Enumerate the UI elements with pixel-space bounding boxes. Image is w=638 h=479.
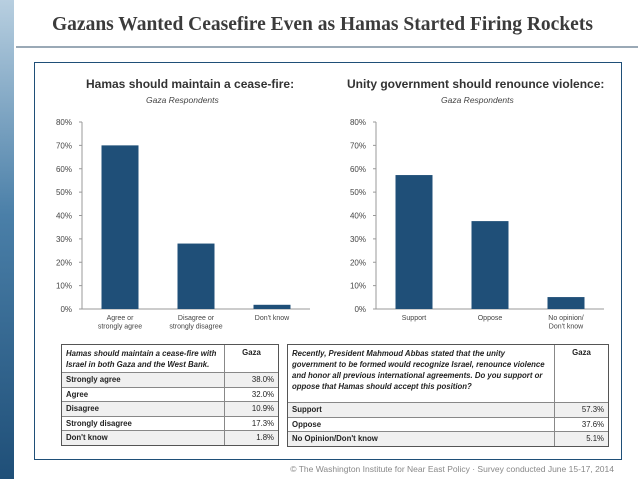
x-tick-label: strongly agree — [98, 324, 142, 331]
chart-2-title: Unity government should renounce violenc… — [347, 77, 605, 91]
bar — [177, 243, 215, 309]
chart-2-subtitle: Gaza Respondents — [441, 95, 514, 105]
table-row-label: Support — [292, 405, 322, 415]
y-tick-label: 10% — [350, 282, 366, 291]
y-tick-label: 20% — [350, 258, 366, 267]
table-1-header: Hamas should maintain a cease-fire with … — [62, 345, 278, 372]
table-row-value: 1.8% — [224, 431, 278, 445]
y-tick-label: 60% — [350, 165, 366, 174]
x-tick-label: Don't know — [549, 324, 584, 331]
table-2: Recently, President Mahmoud Abbas stated… — [287, 344, 609, 447]
y-tick-label: 10% — [56, 282, 72, 291]
y-tick-label: 70% — [350, 141, 366, 150]
table-row-label: Oppose — [292, 419, 322, 429]
table-2-header: Recently, President Mahmoud Abbas stated… — [288, 345, 608, 402]
y-tick-label: 40% — [56, 212, 72, 221]
table-row: Disagree 10.9% — [62, 401, 278, 416]
table-row-value: 32.0% — [224, 387, 278, 401]
table-row-value: 5.1% — [554, 432, 608, 446]
x-tick-label: strongly disagree — [169, 324, 222, 331]
x-tick-label: No opinion/ — [548, 315, 583, 322]
table-row-value: 38.0% — [224, 373, 278, 387]
y-tick-label: 50% — [350, 188, 366, 197]
table-row-label: Disagree — [66, 404, 99, 414]
chart-1-subtitle: Gaza Respondents — [146, 95, 219, 105]
table-row-value: 57.3% — [554, 403, 608, 417]
x-tick-label: Don't know — [255, 315, 290, 322]
y-tick-label: 20% — [56, 258, 72, 267]
table-row-label: No Opinion/Don't know — [292, 434, 378, 444]
y-tick-label: 80% — [56, 118, 72, 127]
table-row-label: Don't know — [66, 433, 108, 443]
table-row: Support 57.3% — [288, 402, 608, 417]
y-tick-label: 0% — [354, 305, 366, 314]
table-row-label: Strongly agree — [66, 375, 121, 385]
table-row-value: 10.9% — [224, 402, 278, 416]
bar — [101, 145, 139, 309]
table-2-column-header: Gaza — [554, 345, 608, 402]
y-tick-label: 40% — [350, 212, 366, 221]
footer-credit: © The Washington Institute for Near East… — [290, 464, 614, 474]
table-1: Hamas should maintain a cease-fire with … — [61, 344, 279, 446]
table-row: Strongly agree 38.0% — [62, 372, 278, 387]
table-row-label: Agree — [66, 389, 89, 399]
bar — [395, 175, 433, 309]
table-row-label: Strongly disagree — [66, 418, 132, 428]
x-tick-label: Oppose — [478, 315, 503, 322]
table-1-column-header: Gaza — [224, 345, 278, 372]
y-tick-label: 0% — [60, 305, 72, 314]
title-divider — [16, 46, 638, 48]
table-1-question: Hamas should maintain a cease-fire with … — [66, 349, 217, 369]
chart-2-plot: 0% 10% 20% 30% 40% 50% 60% 70% 80% Support Oppose N… — [350, 118, 604, 331]
x-tick-label: Agree or — [107, 315, 135, 322]
table-row: Strongly disagree 17.3% — [62, 415, 278, 430]
y-tick-label: 50% — [56, 188, 72, 197]
bar — [253, 304, 291, 309]
table-row: Agree 32.0% — [62, 386, 278, 401]
chart-1-plot: 0% 10% 20% 30% 40% 50% 60% 70% 80% Agree or strong… — [56, 118, 310, 331]
table-2-question: Recently, President Mahmoud Abbas stated… — [292, 349, 545, 391]
table-row: Oppose 37.6% — [288, 416, 608, 431]
x-tick-label: Support — [402, 315, 427, 322]
y-tick-label: 30% — [56, 235, 72, 244]
decorative-side-bar — [0, 0, 14, 479]
y-tick-label: 80% — [350, 118, 366, 127]
table-row-value: 17.3% — [224, 416, 278, 430]
y-tick-label: 70% — [56, 141, 72, 150]
bar — [471, 221, 509, 309]
y-tick-label: 60% — [56, 165, 72, 174]
table-row-value: 37.6% — [554, 417, 608, 431]
chart-1-title: Hamas should maintain a cease-fire: — [86, 77, 295, 91]
slide-title: Gazans Wanted Ceasefire Even as Hamas St… — [52, 14, 593, 35]
bar — [547, 297, 585, 309]
x-tick-label: Disagree or — [178, 315, 215, 322]
table-row: Don't know 1.8% — [62, 430, 278, 445]
table-row: No Opinion/Don't know 5.1% — [288, 431, 608, 446]
y-tick-label: 30% — [350, 235, 366, 244]
